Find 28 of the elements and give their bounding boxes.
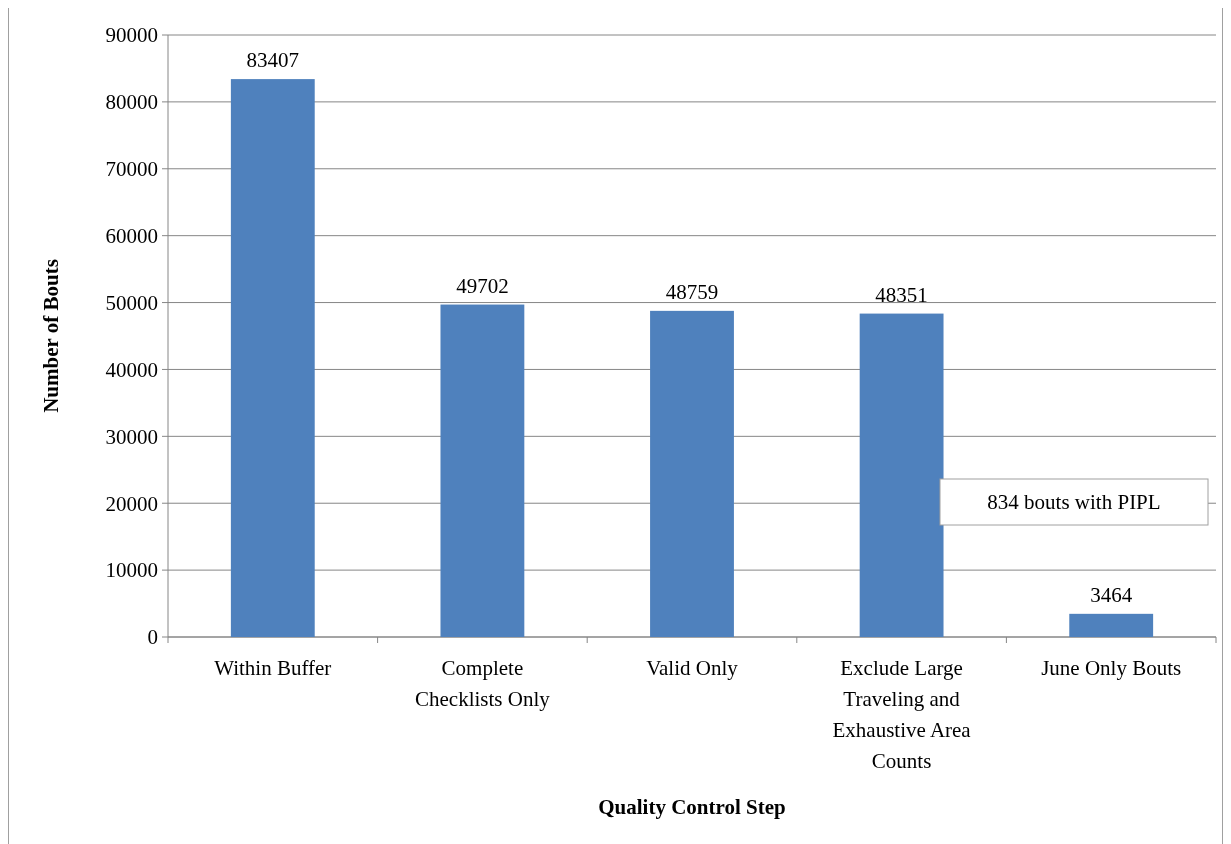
y-tick-label: 60000 [105, 224, 158, 249]
x-tick-label: Complete Checklists Only [415, 656, 551, 711]
bar [1069, 613, 1154, 637]
data-label: 48351 [875, 282, 928, 307]
y-tick-label: 70000 [105, 157, 158, 182]
bar [440, 304, 525, 637]
data-label: 3464 [1090, 582, 1133, 607]
x-axis-title: Quality Control Step [598, 795, 786, 819]
bar [650, 310, 734, 637]
y-tick-label: 40000 [105, 357, 158, 382]
y-tick-label: 20000 [105, 491, 158, 516]
y-tick-label: 30000 [105, 424, 158, 449]
annotation: 834 bouts with PIPL [987, 490, 1161, 515]
x-tick-label: Within Buffer [214, 656, 332, 680]
y-axis-title: Number of Bouts [39, 259, 63, 413]
y-tick-label: 80000 [105, 90, 158, 115]
x-tick-label: Exclude Large Traveling and Exhaustive Area Counts [832, 656, 972, 773]
data-label: 83407 [246, 48, 300, 73]
y-tick-label: 0 [147, 625, 158, 650]
bar [230, 79, 315, 637]
data-label: 49702 [456, 273, 509, 298]
y-tick-label: 50000 [105, 290, 158, 315]
x-tick-label: June Only Bouts [1041, 656, 1182, 680]
data-label: 48759 [665, 279, 719, 304]
bar [859, 313, 944, 637]
y-tick-label: 10000 [105, 558, 158, 583]
x-tick-label: Valid Only [646, 656, 739, 680]
y-tick-label: 90000 [105, 23, 158, 48]
